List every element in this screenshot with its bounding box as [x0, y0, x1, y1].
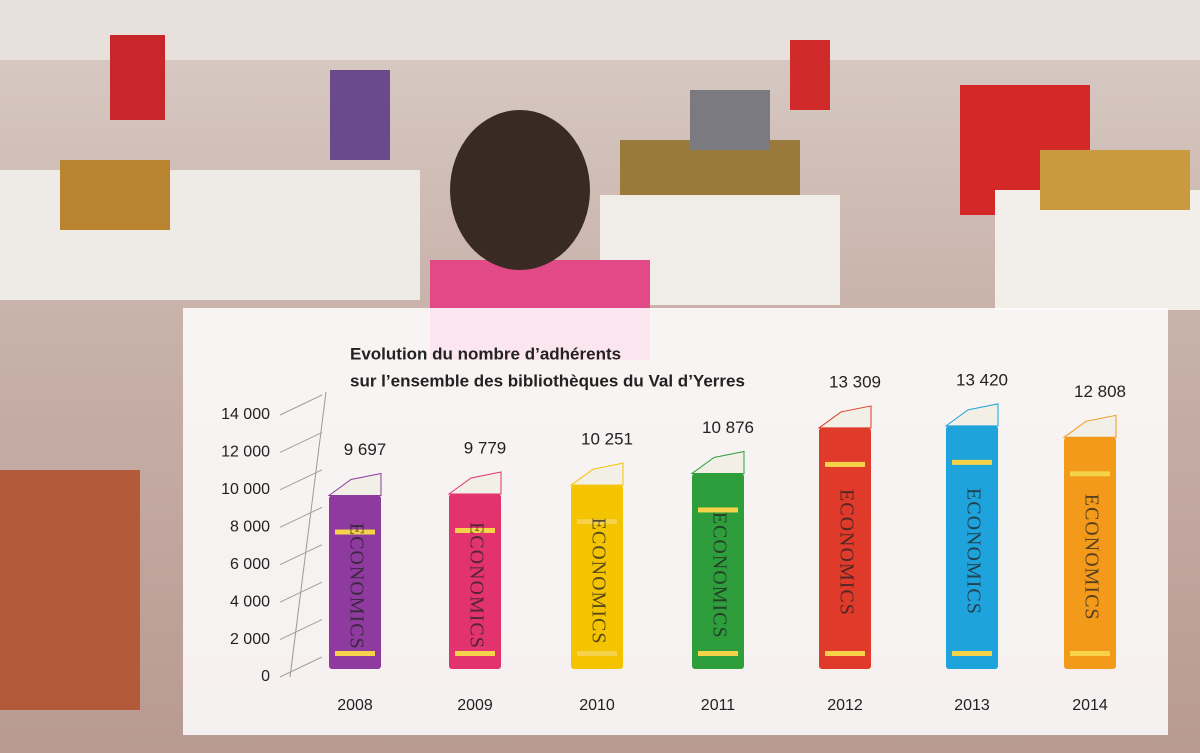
grid-line	[279, 394, 323, 416]
spine-label: ECONOMICS	[1080, 494, 1102, 621]
value-label: 10 251	[581, 430, 633, 449]
book-band	[952, 459, 992, 465]
value-label: 12 808	[1074, 382, 1126, 401]
book: ECONOMICS	[817, 405, 872, 669]
spine-label: ECONOMICS	[708, 512, 730, 639]
bar	[449, 493, 501, 669]
book-band	[577, 651, 617, 656]
x-tick-label: 2014	[1072, 697, 1108, 714]
y-tick-label: 8 000	[230, 519, 270, 536]
book-top	[327, 472, 382, 497]
y-tick-label: 4 000	[230, 593, 270, 610]
value-label: 9 779	[464, 438, 507, 457]
y-tick-label: 2 000	[230, 631, 270, 648]
value-label: 9 697	[344, 440, 387, 459]
book-band	[825, 651, 865, 656]
x-tick-label: 2011	[701, 697, 736, 714]
book: ECONOMICS	[944, 403, 999, 669]
book-band	[455, 527, 495, 533]
grid-line	[279, 506, 323, 528]
book-top	[447, 471, 502, 495]
chart-subtitle: sur l’ensemble des bibliothèques du Val …	[350, 371, 745, 390]
x-tick-label: 2012	[827, 697, 863, 714]
x-tick-label: 2009	[457, 697, 493, 714]
grid-line	[279, 619, 323, 641]
spine-label: ECONOMICS	[962, 488, 984, 615]
y-tick-label: 14 000	[221, 406, 270, 423]
book-top	[1062, 414, 1117, 438]
book-band	[455, 651, 495, 656]
book-band	[577, 519, 617, 525]
bar	[571, 485, 623, 669]
x-tick-label: 2010	[579, 697, 615, 714]
value-label: 10 876	[702, 418, 754, 437]
book-band	[335, 651, 375, 656]
grid-line	[279, 581, 323, 603]
book: ECONOMICS	[447, 471, 502, 669]
book-top	[944, 403, 999, 427]
y-tick-label: 0	[261, 668, 270, 685]
book-top	[569, 462, 624, 486]
book-band	[1070, 651, 1110, 656]
bar	[819, 427, 871, 669]
spine-label: ECONOMICS	[465, 522, 487, 649]
x-tick-label: 2013	[954, 697, 990, 714]
grid-line	[279, 469, 323, 491]
value-label: 13 309	[829, 372, 881, 391]
book: ECONOMICS	[1062, 414, 1117, 669]
grid-line	[279, 656, 323, 678]
book-band	[698, 507, 738, 513]
book-top	[690, 450, 745, 474]
book-band	[698, 651, 738, 656]
spine-label: ECONOMICS	[835, 489, 857, 616]
y-axis	[289, 391, 327, 678]
bar	[946, 425, 998, 669]
bar	[1064, 437, 1116, 669]
spine-label: ECONOMICS	[345, 523, 367, 650]
y-tick-label: 6 000	[230, 556, 270, 573]
y-tick-label: 10 000	[221, 481, 270, 498]
book-band	[1070, 471, 1110, 477]
grid-line	[279, 431, 323, 453]
book-top	[817, 405, 872, 429]
y-tick-label: 12 000	[221, 444, 270, 461]
book-band	[335, 529, 375, 535]
x-tick-label: 2008	[337, 697, 373, 714]
book-band	[952, 651, 992, 656]
book: ECONOMICS	[690, 450, 745, 669]
book: ECONOMICS	[569, 462, 624, 669]
chart-title: Evolution du nombre d’adhérents	[350, 344, 621, 363]
book: ECONOMICS	[327, 472, 382, 669]
grid-line	[279, 544, 323, 566]
bar	[692, 473, 744, 669]
value-label: 13 420	[956, 370, 1008, 389]
spine-label: ECONOMICS	[587, 518, 609, 645]
bar	[329, 495, 381, 669]
book-band	[825, 461, 865, 467]
